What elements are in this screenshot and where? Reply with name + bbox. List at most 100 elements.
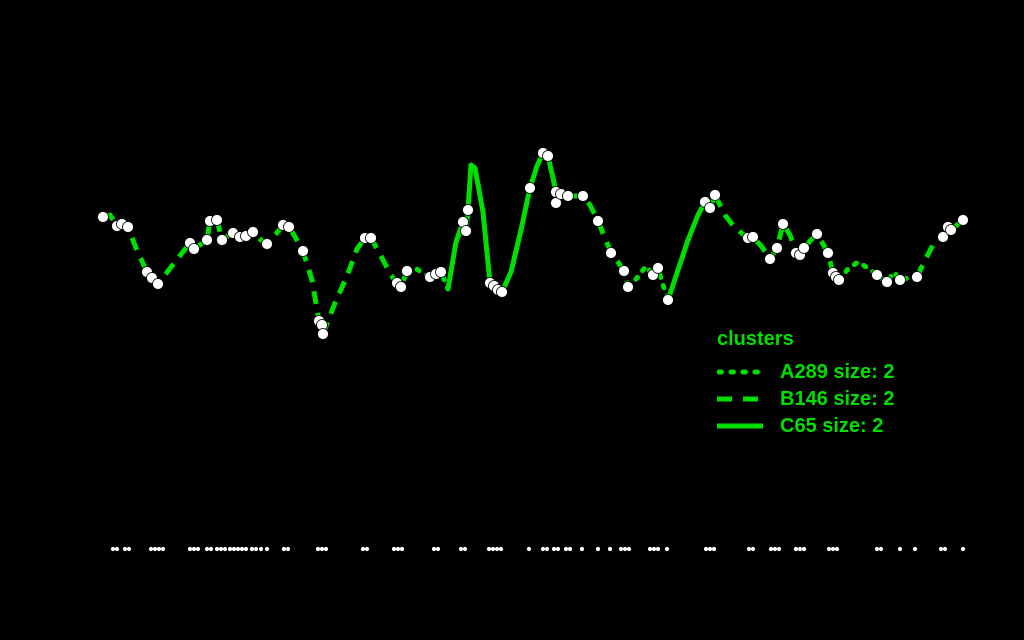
data-point-marker [894, 274, 906, 286]
rug-dot [191, 546, 197, 552]
legend-item-label: A289 size: 2 [780, 360, 895, 383]
data-point-marker [261, 238, 273, 250]
rug-dot [253, 546, 259, 552]
rug-dot [622, 546, 628, 552]
data-point-marker [496, 286, 508, 298]
data-point-marker [283, 221, 295, 233]
data-point-marker [592, 215, 604, 227]
data-point-marker [524, 182, 536, 194]
rug-dot [551, 546, 557, 552]
data-point-marker [747, 231, 759, 243]
cluster-line-dashed [102, 212, 410, 337]
data-point-marker [618, 265, 630, 277]
rug-dot [793, 546, 799, 552]
rug-dot [750, 546, 756, 552]
data-point-marker [435, 266, 447, 278]
rug-dot [897, 546, 903, 552]
rug-dot [651, 546, 657, 552]
data-point-marker [704, 202, 716, 214]
rug-dot [912, 546, 918, 552]
data-point-marker [957, 214, 969, 226]
rug-dot [239, 546, 245, 552]
data-point-marker [822, 247, 834, 259]
rug-dot [360, 546, 366, 552]
data-point-marker [201, 234, 213, 246]
data-point-marker [247, 226, 259, 238]
legend-title: clusters [717, 328, 794, 350]
rug-dot [399, 546, 405, 552]
data-point-marker [798, 242, 810, 254]
rug-dot [122, 546, 128, 552]
rug-dot [249, 546, 255, 552]
data-point-marker [211, 214, 223, 226]
rug-dot [607, 546, 613, 552]
rug-dot [595, 546, 601, 552]
rug-dot [826, 546, 832, 552]
rug-dot [655, 546, 661, 552]
cluster-line-dotted [625, 263, 671, 303]
rug-dot [567, 546, 573, 552]
data-point-marker [881, 276, 893, 288]
rug-dot [156, 546, 162, 552]
rug-dot [878, 546, 884, 552]
data-point-marker [216, 234, 228, 246]
rug-dot [797, 546, 803, 552]
rug-dot [494, 546, 500, 552]
rug-dot [391, 546, 397, 552]
rug-dot [772, 546, 778, 552]
rug-dot [776, 546, 782, 552]
rug-dot [703, 546, 709, 552]
data-point-marker [605, 247, 617, 259]
rug-dot [160, 546, 166, 552]
dashed-line-icon [717, 396, 765, 401]
solid-line-icon [717, 423, 763, 428]
rug-dot [486, 546, 492, 552]
rug-dot [526, 546, 532, 552]
rug-dot [281, 546, 287, 552]
rug-dot [874, 546, 880, 552]
rug-dot [490, 546, 496, 552]
rug-dot [114, 546, 120, 552]
legend-item-c65: C65 size: 2 [717, 412, 895, 439]
data-point-marker [297, 245, 309, 257]
rug-dot [431, 546, 437, 552]
rug-dot [707, 546, 713, 552]
rug-dot [626, 546, 632, 552]
data-point-marker [833, 274, 845, 286]
rug-dot [187, 546, 193, 552]
data-point-marker [871, 269, 883, 281]
data-point-marker [401, 265, 413, 277]
rug-dot [938, 546, 944, 552]
data-point-marker [550, 197, 562, 209]
data-point-marker [662, 294, 674, 306]
rug-dot [579, 546, 585, 552]
legend: clusters A289 size: 2 B146 size: 2 C65 s… [717, 329, 895, 439]
rug-dot [555, 546, 561, 552]
rug-dot [942, 546, 948, 552]
data-point-marker [460, 225, 472, 237]
rug-dot [540, 546, 546, 552]
rug-dot [768, 546, 774, 552]
rug-dot [264, 546, 270, 552]
rug-dot [563, 546, 569, 552]
rug-dot [435, 546, 441, 552]
data-point-marker [622, 281, 634, 293]
rug-dot [364, 546, 370, 552]
rug-dot [834, 546, 840, 552]
rug-dot [126, 546, 132, 552]
data-point-marker [122, 221, 134, 233]
rug-dot [231, 546, 237, 552]
rug-dot [243, 546, 249, 552]
data-point-marker [152, 278, 164, 290]
rug-dot [498, 546, 504, 552]
data-point-marker [945, 224, 957, 236]
data-point-marker [317, 328, 329, 340]
rug-dot [746, 546, 752, 552]
rug-dot [711, 546, 717, 552]
data-point-marker [937, 231, 949, 243]
rug-dot [323, 546, 329, 552]
data-point-marker [577, 190, 589, 202]
data-point-marker [811, 228, 823, 240]
